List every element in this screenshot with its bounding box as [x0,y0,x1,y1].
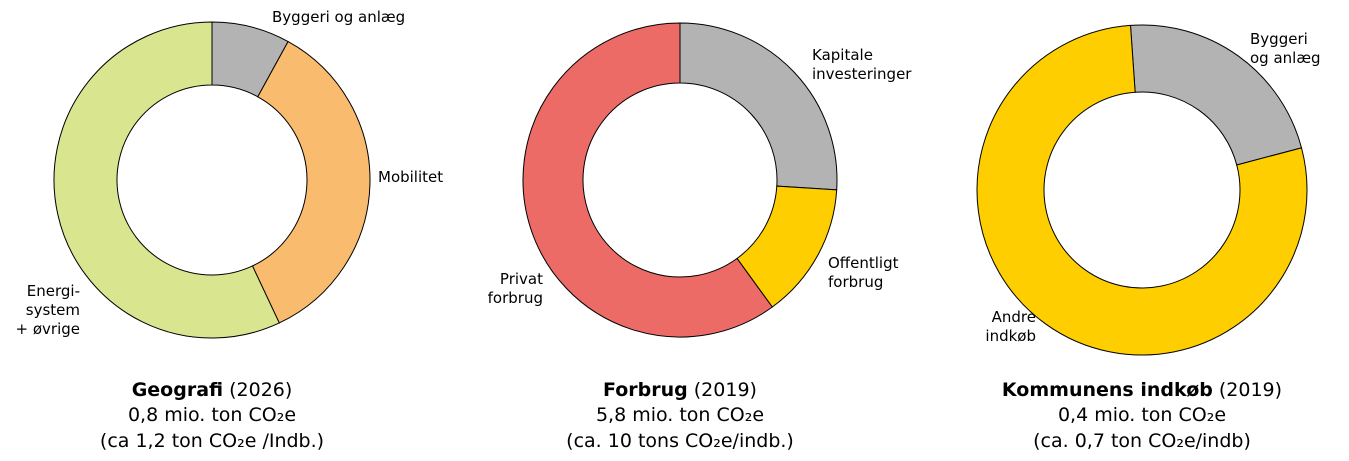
slice [522,22,773,338]
subtitle: (2019) [694,379,757,401]
slice-label: Mobilitet [378,168,443,186]
slice-label: Kapitale [812,46,873,64]
title: Geografi [132,379,223,401]
title: Kommunens indkøb [1002,379,1213,401]
slice-label: system [26,301,80,319]
slice-label: + øvrige [16,320,80,338]
subtitle: (2026) [229,379,292,401]
caption-title: Kommunens indkøb (2019) [1002,379,1282,401]
slice [1129,24,1303,166]
slice-label: Andre [992,308,1036,326]
caption-line: 5,8 mio. ton CO₂e [596,404,764,426]
slice-label: forbrug [488,289,543,307]
slice-label: Energi- [27,282,80,300]
slice-label: og anlæg [1250,49,1321,67]
slice [53,21,280,339]
caption-line: (ca 1,2 ton CO₂e /Indb.) [100,430,324,452]
caption-line: (ca. 0,7 ton CO₂e/indb) [1033,430,1251,452]
caption-line: 0,4 mio. ton CO₂e [1058,404,1226,426]
slice-label: Byggeri og anlæg [272,8,405,26]
slice [679,22,838,191]
slice-label: forbrug [828,273,883,291]
slice-label: Offentligt [828,254,899,272]
subtitle: (2019) [1219,379,1282,401]
title: Forbrug [603,379,688,401]
slice-label: Byggeri [1250,30,1308,48]
slice-label: investeringer [812,65,912,83]
caption-line: 0,8 mio. ton CO₂e [128,404,296,426]
slice [251,40,371,324]
slice-label: Privat [500,270,543,288]
caption-title: Forbrug (2019) [603,379,757,401]
slice [976,24,1308,356]
slice-label: indkøb [985,327,1036,345]
caption-line: (ca. 10 tons CO₂e/indb.) [566,430,794,452]
caption-title: Geografi (2026) [132,379,293,401]
